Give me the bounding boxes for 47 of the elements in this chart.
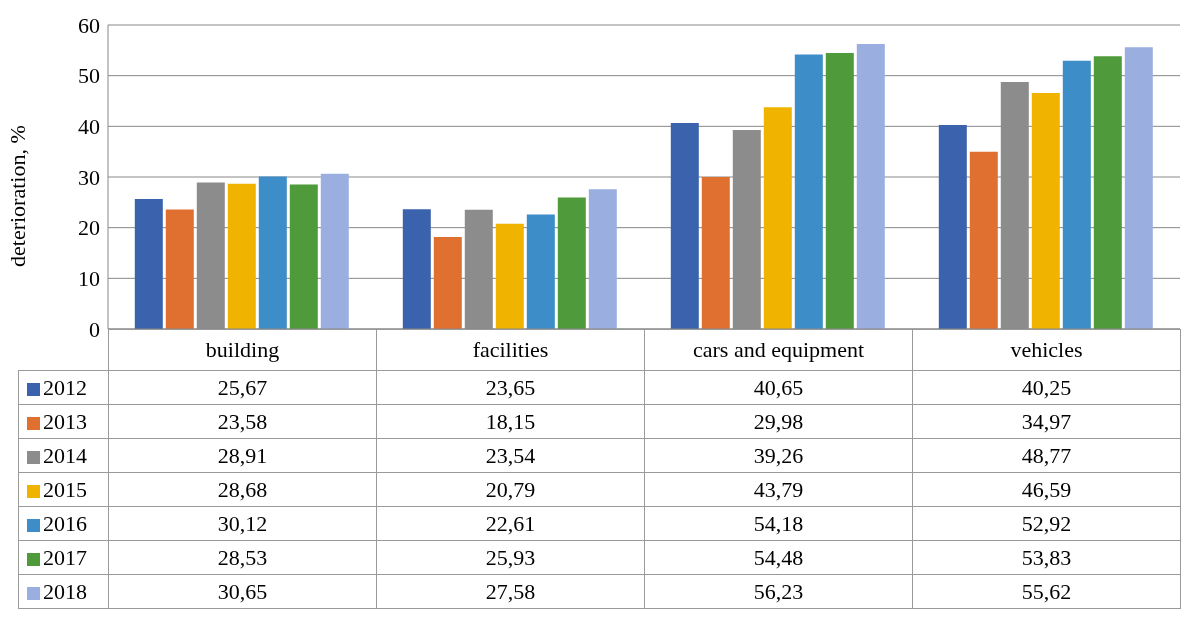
y-tick-label: 50 [78,63,100,89]
legend-label: 2015 [43,476,87,502]
x-tick-label: vehicles [912,329,1181,371]
data-label: 23,54 [376,438,645,473]
legend-label: 2017 [43,544,87,570]
y-tick-label: 10 [78,266,100,292]
legend-label: 2014 [43,442,87,468]
data-label: 48,77 [912,438,1181,473]
y-tick-label: 0 [89,316,100,342]
data-label: 25,67 [108,370,377,405]
x-tick-label: facilities [376,329,645,371]
data-label: 53,83 [912,540,1181,575]
data-label: 25,93 [376,540,645,575]
data-label: 30,65 [108,574,377,609]
data-label: 52,92 [912,506,1181,541]
data-label: 34,97 [912,404,1181,439]
data-label: 40,25 [912,370,1181,405]
data-label: 23,58 [108,404,377,439]
data-label: 22,61 [376,506,645,541]
data-label: 54,18 [644,506,913,541]
data-label: 23,65 [376,370,645,405]
y-tick-label: 30 [78,164,100,190]
data-label: 28,53 [108,540,377,575]
data-label: 46,59 [912,472,1181,507]
legend-label: 2012 [43,374,87,400]
data-label: 18,15 [376,404,645,439]
data-label: 29,98 [644,404,913,439]
x-tick-label: cars and equipment [644,329,913,371]
data-label: 30,12 [108,506,377,541]
legend-label: 2013 [43,408,87,434]
data-label: 28,91 [108,438,377,473]
legend-label: 2018 [43,578,87,604]
data-label: 40,65 [644,370,913,405]
y-tick-label: 60 [78,12,100,38]
y-tick-label: 40 [78,114,100,140]
data-label: 27,58 [376,574,645,609]
y-axis-title: deterioration, % [4,125,30,267]
data-label: 43,79 [644,472,913,507]
data-label: 20,79 [376,472,645,507]
data-label: 56,23 [644,574,913,609]
x-tick-label: building [108,329,377,371]
data-label: 54,48 [644,540,913,575]
data-label: 28,68 [108,472,377,507]
legend-label: 2016 [43,510,87,536]
y-tick-label: 20 [78,215,100,241]
data-label: 39,26 [644,438,913,473]
data-label: 55,62 [912,574,1181,609]
